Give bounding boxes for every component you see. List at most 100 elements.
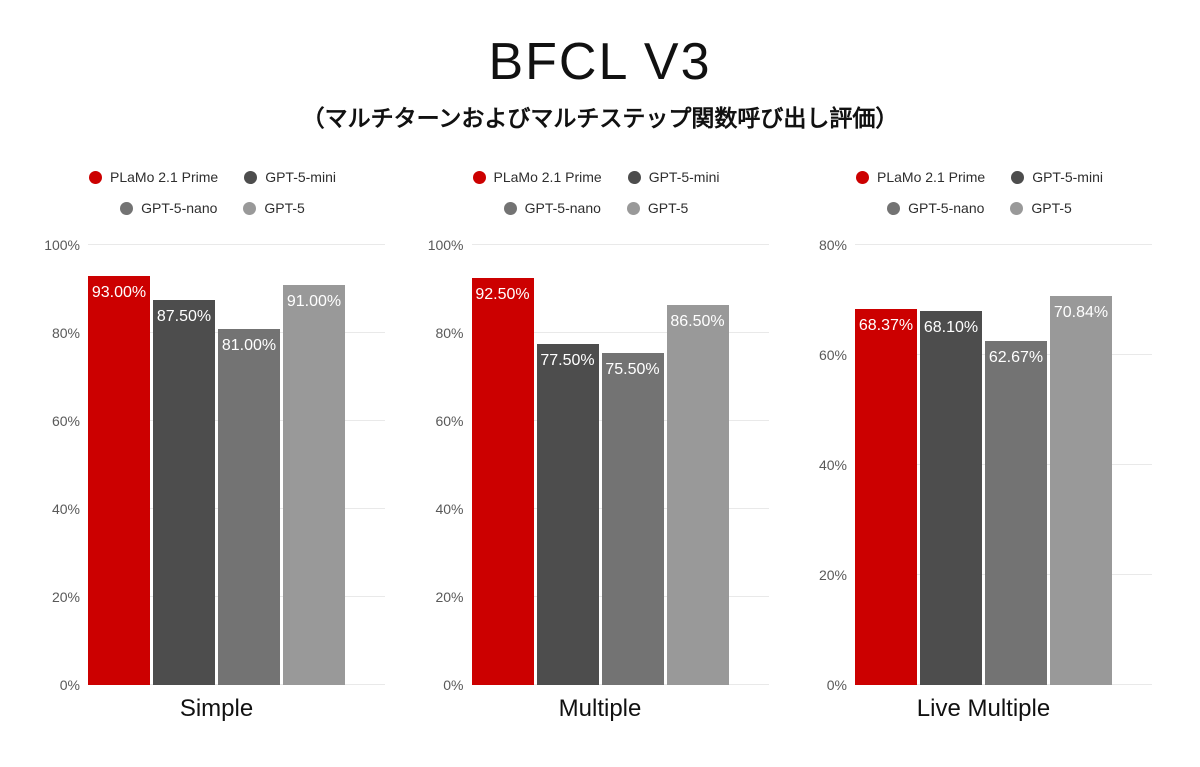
bar-gpt-5: 86.50% (666, 304, 729, 686)
bar-value-label: 75.50% (605, 361, 660, 378)
legend-item-plamo-2-1-prime: PLaMo 2.1 Prime (472, 169, 602, 186)
bar-gpt-5-mini: 68.10% (920, 310, 982, 686)
legend-dot-icon (887, 201, 901, 215)
bar-group: 92.50% 77.50% 75.50% 86.50% (471, 245, 729, 686)
bar-value-label: 93.00% (91, 284, 147, 301)
y-tick-label: 20% (818, 567, 847, 584)
bar-value-label: 91.00% (286, 292, 342, 310)
legend-item-gpt-5: GPT-5 (243, 200, 305, 217)
legend-dot-icon (627, 170, 641, 184)
plot-area: 93.00% 87.50% 81.00% 91.00% (88, 244, 385, 686)
legend-item-gpt-5: GPT-5 (1010, 200, 1072, 217)
charts-row: PLaMo 2.1 Prime GPT-5-mini GPT-5-nano GPT-5… (0, 169, 1200, 723)
legend-dot-icon (89, 170, 103, 184)
bar-plamo-2-1-prime: 93.00% (88, 276, 150, 686)
bar-gpt-5: 70.84% (1050, 295, 1112, 686)
legend-item-gpt-5-nano: GPT-5-nano (503, 200, 601, 217)
gridline (855, 244, 1152, 246)
chart-simple: PLaMo 2.1 Prime GPT-5-mini GPT-5-nano GPT-5… (40, 169, 385, 723)
legend-label: GPT-5-nano (524, 200, 601, 217)
y-tick-label: 60% (51, 413, 80, 430)
legend-label: PLaMo 2.1 Prime (110, 169, 219, 186)
gridline (471, 332, 769, 334)
legend-label: GPT-5-mini (265, 169, 336, 186)
legend-row: GPT-5-nano GPT-5 (503, 200, 689, 217)
category-label: Multiple (558, 695, 642, 723)
legend: PLaMo 2.1 Prime GPT-5-mini GPT-5-nano GPT-5 (807, 169, 1152, 219)
legend-dot-icon (626, 201, 640, 215)
legend-row: GPT-5-nano GPT-5 (120, 200, 305, 216)
legend-label: GPT-5-mini (1032, 169, 1103, 186)
bar-value-label: 68.10% (923, 318, 979, 336)
bar-gpt-5-mini: 87.50% (153, 300, 215, 686)
legend-dot-icon (1011, 170, 1025, 184)
bar-value-label: 68.37% (858, 317, 914, 335)
legend-label: GPT-5-nano (908, 200, 985, 217)
page-title: BFCL V3 (488, 33, 712, 91)
y-tick-label: 0% (443, 677, 464, 694)
gridline (471, 244, 769, 246)
y-tick-label: 80% (51, 325, 80, 342)
legend: PLaMo 2.1 Prime GPT-5-mini GPT-5-nano GPT-5 (424, 169, 769, 219)
legend-row: PLaMo 2.1 Prime GPT-5-mini (472, 169, 720, 186)
y-axis: 100% 80% 60% 40% 20% 0% (424, 237, 472, 693)
legend-row: GPT-5-nano GPT-5 (887, 200, 1072, 216)
bar-gpt-5-nano: 81.00% (218, 328, 280, 686)
legend-dot-icon (1010, 201, 1024, 215)
y-tick-label: 0% (59, 677, 80, 694)
y-tick-label: 40% (435, 501, 464, 518)
y-axis: 100% 80% 60% 40% 20% 0% (40, 237, 88, 693)
bar-value-label: 81.00% (221, 336, 277, 354)
bar-value-label: 87.50% (156, 308, 212, 326)
bar-value-label: 86.50% (670, 312, 725, 330)
y-axis: 80% 60% 40% 20% 0% (807, 237, 855, 693)
legend-item-plamo-2-1-prime: PLaMo 2.1 Prime (856, 169, 985, 185)
bar-gpt-5-nano: 75.50% (601, 353, 664, 686)
legend-row: PLaMo 2.1 Prime GPT-5-mini (89, 169, 336, 185)
legend-item-gpt-5: GPT-5 (626, 200, 689, 217)
category-label: Live Multiple (916, 695, 1051, 723)
y-tick-label: 100% (44, 237, 80, 254)
y-tick-label: 60% (435, 413, 464, 430)
legend-dot-icon (472, 170, 486, 184)
bar-plamo-2-1-prime: 68.37% (855, 309, 917, 686)
bar-value-label: 77.50% (540, 352, 595, 370)
y-tick-label: 100% (427, 237, 464, 254)
y-tick-label: 20% (435, 589, 464, 606)
legend-label: GPT-5 (1031, 200, 1072, 217)
legend-dot-icon (503, 201, 517, 215)
bar-value-label: 92.50% (475, 286, 530, 304)
plot-area: 92.50% 77.50% 75.50% 86.50% (471, 244, 769, 686)
category-label: Simple (179, 695, 254, 723)
chart-multiple: PLaMo 2.1 Prime GPT-5-mini GPT-5-nano GPT-5… (424, 169, 769, 723)
legend-item-gpt-5-nano: GPT-5-nano (120, 200, 217, 216)
legend-label: GPT-5 (647, 200, 689, 217)
legend-label: GPT-5 (264, 200, 305, 217)
page-subtitle: （マルチターンおよびマルチステップ関数呼び出し評価） (301, 105, 899, 132)
bar-value-label: 70.84% (1053, 303, 1109, 321)
plot-wrap: 100% 80% 60% 40% 20% 0% 92.50% 77.50% 75.50% 86.5… (424, 237, 769, 693)
y-tick-label: 40% (818, 457, 847, 474)
legend: PLaMo 2.1 Prime GPT-5-mini GPT-5-nano GPT-5 (40, 169, 385, 219)
legend-dot-icon (120, 201, 134, 215)
y-tick-label: 40% (51, 501, 80, 518)
legend-dot-icon (856, 170, 870, 184)
legend-item-gpt-5-mini: GPT-5-mini (1011, 169, 1103, 185)
legend-item-plamo-2-1-prime: PLaMo 2.1 Prime (89, 169, 218, 185)
bar-gpt-5-nano: 62.67% (985, 340, 1047, 686)
bar-gpt-5: 91.00% (283, 284, 345, 686)
legend-row: PLaMo 2.1 Prime GPT-5-mini (856, 169, 1103, 185)
bar-group: 93.00% 87.50% 81.00% 91.00% (88, 245, 345, 686)
chart-live-multiple: PLaMo 2.1 Prime GPT-5-mini GPT-5-nano GPT-5… (807, 169, 1152, 723)
chart-header: BFCL V3 （マルチターンおよびマルチステップ関数呼び出し評価） (0, 0, 1200, 133)
y-tick-label: 0% (826, 677, 847, 694)
legend-label: PLaMo 2.1 Prime (493, 169, 602, 186)
legend-label: GPT-5-mini (648, 169, 720, 186)
legend-item-gpt-5-mini: GPT-5-mini (627, 169, 720, 186)
legend-item-gpt-5-mini: GPT-5-mini (244, 169, 336, 185)
bar-value-label: 62.67% (988, 348, 1044, 366)
legend-item-gpt-5-nano: GPT-5-nano (887, 200, 984, 216)
bar-plamo-2-1-prime: 92.50% (471, 278, 534, 686)
bar-gpt-5-mini: 77.50% (536, 344, 599, 686)
